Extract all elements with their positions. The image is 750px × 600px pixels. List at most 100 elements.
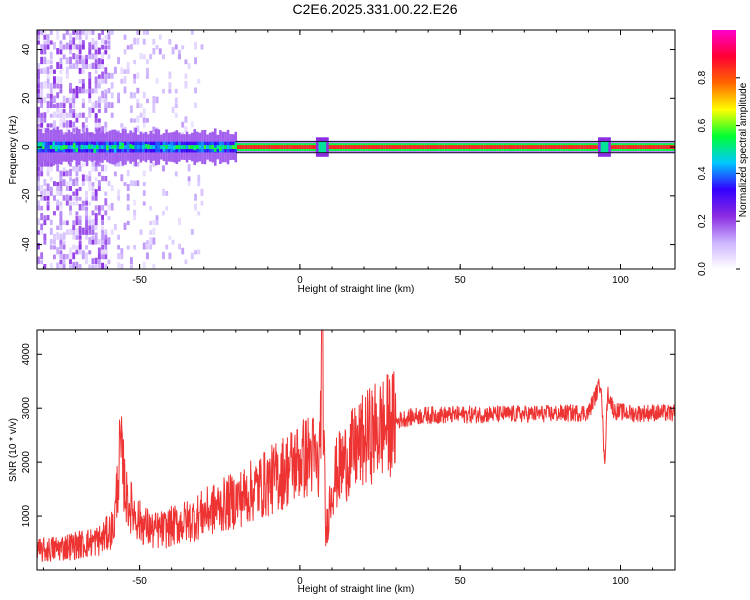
spectrogram-cell	[101, 78, 105, 84]
spectrogram-cell	[120, 67, 124, 74]
spectrogram-cell	[65, 97, 69, 104]
spectrogram-cell	[139, 103, 143, 109]
spectrogram-cell	[53, 82, 56, 89]
spectrogram-cell	[117, 195, 121, 201]
spectrogram-cell	[162, 165, 165, 172]
spectrogram-cell	[565, 145, 568, 150]
spectrogram-cell	[447, 145, 450, 150]
spectrogram-cell	[56, 232, 60, 240]
spectrogram-cell	[408, 145, 412, 150]
spectrogram-cell	[288, 145, 291, 150]
spectrogram-ridge-blob	[52, 141, 57, 146]
spectrogram-cell	[98, 145, 102, 150]
spectrogram-cell	[290, 145, 294, 150]
spectrogram-cell	[120, 123, 124, 128]
spectrogram-cell	[133, 78, 137, 84]
spectrogram-cell	[85, 89, 88, 94]
spectrogram-cell	[88, 48, 92, 55]
spectrogram-cell	[516, 145, 520, 150]
spectrogram-cell	[91, 166, 95, 172]
spectrogram-cell	[107, 259, 111, 265]
spectrogram-cell	[120, 263, 124, 269]
spectrogram-cell	[81, 126, 85, 133]
spectrogram-cell	[142, 242, 146, 250]
spectrogram-cell	[301, 145, 304, 150]
spectrogram-cell	[65, 181, 69, 187]
spectrogram-cell	[62, 232, 66, 240]
spectrogram-cell	[101, 237, 105, 245]
spectrogram-cell	[72, 252, 76, 260]
colorbar-ticks: 0.0 0.2 0.4 0.6 0.8	[697, 70, 740, 276]
spectrogram-cell	[56, 126, 60, 133]
spectrogram-cell	[85, 229, 88, 235]
spectrogram-cell	[72, 121, 76, 128]
spectrogram-cell	[46, 160, 50, 167]
spectrogram-cell	[149, 54, 153, 60]
spectrogram-ridge-blob	[147, 144, 152, 149]
spectrogram-cell	[117, 92, 121, 99]
spectrogram-cell	[585, 145, 589, 150]
spectrogram-cell	[40, 101, 44, 109]
spectrogram-cell	[652, 145, 656, 150]
spectrogram-cell	[40, 91, 44, 99]
spectrogram-cell	[81, 250, 85, 255]
spectrogram-cell	[37, 171, 40, 177]
spectrogram-cell	[56, 30, 60, 35]
spectrogram-cell	[40, 30, 44, 35]
spectrogram-cell	[110, 82, 114, 89]
spectrogram-cell	[49, 82, 53, 89]
spectrogram-cell	[75, 59, 79, 65]
spectrogram-cell	[40, 112, 44, 118]
spectrogram-cell	[85, 198, 88, 206]
spectrogram-cell	[75, 215, 79, 221]
spectrogram-cell	[593, 145, 597, 150]
spectrogram-cell	[94, 62, 98, 70]
spectrogram-cell	[146, 30, 149, 35]
spectrogram-cell	[152, 237, 156, 245]
spectrogram-cell	[81, 122, 85, 128]
spectrogram-cell	[146, 252, 149, 260]
spectrogram-cell	[260, 145, 263, 150]
spectrogram-cell	[101, 164, 105, 172]
spectrogram-cell	[37, 230, 40, 235]
spectrogram-cell	[449, 145, 453, 150]
figure-title: C2E6.2025.331.00.22.E26	[292, 1, 457, 17]
spectrogram-cell	[158, 34, 162, 40]
spectrogram-cell	[101, 234, 105, 240]
spectrogram-cell	[62, 253, 66, 260]
spectrogram-cell	[91, 37, 95, 45]
spectrogram-cell	[78, 30, 82, 35]
spectrogram-cell	[444, 145, 448, 150]
spectrogram-cell	[59, 76, 63, 84]
spectrogram-cell	[43, 264, 47, 269]
spectrogram-cell	[136, 87, 140, 94]
spectrogram-cell	[69, 168, 72, 177]
spectrogram-cell	[75, 211, 79, 216]
spectrogram-cell	[97, 183, 101, 191]
spectrogram-cell	[46, 169, 50, 177]
spectrogram-cell	[62, 261, 66, 269]
spectrogram-cell	[49, 66, 53, 74]
spectrogram-cell	[360, 145, 363, 150]
spectrogram-cell	[452, 145, 456, 150]
spectrogram-cell	[120, 253, 124, 260]
spectrogram-cell	[242, 145, 245, 150]
spectrogram-cell	[134, 145, 138, 150]
spectrogram-cell	[126, 145, 130, 150]
colorbar-gradient	[712, 30, 736, 269]
colorbar: 0.0 0.2 0.4 0.6 0.8 Normalized spectral ampl…	[697, 30, 749, 276]
spectrogram-cell	[129, 257, 133, 265]
spectrogram-cell	[75, 145, 79, 150]
spectrogram-cell	[94, 205, 98, 211]
spectrogram-cell	[69, 82, 72, 89]
spectrogram-ridge-blob	[162, 146, 167, 151]
spectrogram-cell	[72, 178, 76, 187]
spectrogram-cell	[197, 179, 201, 187]
spectrogram-cell	[72, 109, 76, 113]
spectrogram-cell	[94, 257, 98, 265]
spectrogram-cell	[37, 106, 40, 113]
spectrogram-cell	[53, 42, 56, 50]
spectrogram-cell	[483, 145, 486, 150]
spectrogram-cell	[67, 145, 71, 150]
spectrogram-cell	[383, 145, 386, 150]
